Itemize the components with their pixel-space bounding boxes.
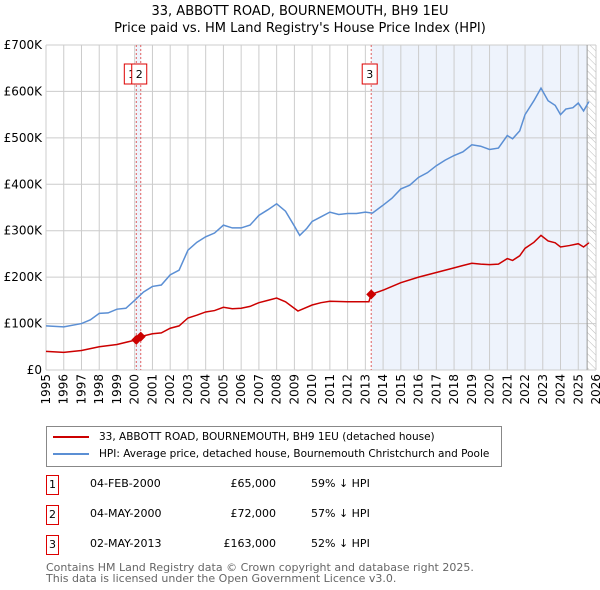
chart-title: 33, ABBOTT ROAD, BOURNEMOUTH, BH9 1EU bbox=[151, 4, 449, 19]
x-tick-label: 1999 bbox=[110, 374, 124, 405]
y-tick-label: £600K bbox=[4, 84, 44, 98]
transaction-date: 04-MAY-2000 bbox=[90, 507, 162, 520]
x-tick-label: 2014 bbox=[376, 374, 390, 405]
transaction-label-box bbox=[131, 63, 148, 85]
x-tick-label: 2001 bbox=[145, 374, 159, 405]
transaction-date: 02-MAY-2013 bbox=[90, 537, 162, 550]
x-tick-label: 2011 bbox=[323, 374, 337, 405]
y-tick-label: £100K bbox=[4, 317, 44, 331]
footer-line: Contains HM Land Registry data © Crown c… bbox=[46, 561, 474, 574]
x-tick-label: 2012 bbox=[341, 374, 355, 405]
transaction-price: £72,000 bbox=[230, 507, 277, 520]
y-tick-label: £700K bbox=[4, 38, 44, 52]
x-tick-label: 2008 bbox=[270, 374, 284, 405]
hatched-region bbox=[587, 45, 596, 370]
transaction-shaded-region bbox=[136, 45, 141, 370]
y-tick-label: £500K bbox=[4, 131, 44, 145]
transaction-label-box bbox=[361, 63, 378, 85]
transaction-hpi-diff: 59% ↓ HPI bbox=[311, 477, 370, 490]
transaction-date: 04-FEB-2000 bbox=[90, 477, 161, 490]
legend-item-hpi: HPI: Average price, detached house, Bour… bbox=[53, 448, 489, 460]
x-tick-label: 2024 bbox=[554, 374, 568, 405]
x-tick-label: 2026 bbox=[589, 374, 600, 405]
transaction-hpi-diff: 52% ↓ HPI bbox=[311, 537, 370, 550]
x-tick-label: 2017 bbox=[429, 374, 443, 405]
footer-line: This data is licensed under the Open Gov… bbox=[46, 572, 397, 585]
x-tick-label: 2021 bbox=[500, 374, 514, 405]
x-tick-label: 2006 bbox=[234, 374, 248, 405]
x-tick-label: 2025 bbox=[571, 374, 585, 405]
legend: 33, ABBOTT ROAD, BOURNEMOUTH, BH9 1EU (d… bbox=[46, 426, 502, 467]
y-tick-label: £300K bbox=[4, 224, 44, 238]
chart-subtitle: Price paid vs. HM Land Registry's House … bbox=[114, 21, 486, 36]
legend-item-property: 33, ABBOTT ROAD, BOURNEMOUTH, BH9 1EU (d… bbox=[53, 431, 435, 443]
x-tick-label: 2023 bbox=[536, 374, 550, 405]
x-tick-label: 1995 bbox=[39, 374, 53, 405]
legend-label: 33, ABBOTT ROAD, BOURNEMOUTH, BH9 1EU (d… bbox=[99, 431, 435, 443]
footer: Contains HM Land Registry data © Crown c… bbox=[46, 562, 474, 584]
x-tick-label: 1997 bbox=[74, 374, 88, 405]
x-tick-label: 2015 bbox=[394, 374, 408, 405]
transaction-label: 3 bbox=[366, 68, 373, 81]
transaction-point bbox=[366, 289, 377, 300]
transaction-price: £65,000 bbox=[230, 477, 277, 490]
legend-swatch-blue bbox=[53, 453, 89, 455]
transaction-marker-box: 1 bbox=[46, 475, 59, 495]
future-shaded-region bbox=[371, 45, 588, 370]
x-tick-label: 2016 bbox=[412, 374, 426, 405]
legend-swatch-red bbox=[53, 436, 89, 438]
x-tick-label: 2019 bbox=[465, 374, 479, 405]
x-tick-label: 2000 bbox=[128, 374, 142, 405]
x-tick-label: 2018 bbox=[447, 374, 461, 405]
x-tick-label: 2007 bbox=[252, 374, 266, 405]
transaction-price: £163,000 bbox=[223, 537, 277, 550]
x-tick-label: 2013 bbox=[358, 374, 372, 405]
hpi-line bbox=[45, 86, 590, 328]
transaction-hpi-diff: 57% ↓ HPI bbox=[311, 507, 370, 520]
x-tick-label: 2002 bbox=[163, 374, 177, 405]
property-price-line bbox=[45, 234, 590, 354]
y-tick-label: £200K bbox=[4, 270, 44, 284]
y-tick-label: £0 bbox=[27, 363, 42, 377]
transaction-marker-box: 2 bbox=[46, 505, 59, 525]
legend-label: HPI: Average price, detached house, Bour… bbox=[99, 448, 490, 460]
x-tick-label: 2022 bbox=[518, 374, 532, 405]
x-tick-label: 1996 bbox=[57, 374, 71, 405]
x-tick-label: 2003 bbox=[181, 374, 195, 405]
x-tick-label: 2020 bbox=[483, 374, 497, 405]
x-tick-label: 2005 bbox=[216, 374, 230, 405]
line-chart: 1995 1996 1997 1998 1999 2000 2001 2002 2003 2004… bbox=[4, 38, 600, 405]
x-tick-label: 1998 bbox=[92, 374, 106, 405]
y-tick-label: £400K bbox=[4, 177, 44, 191]
x-tick-label: 2004 bbox=[199, 374, 213, 405]
x-tick-label: 2010 bbox=[305, 374, 319, 405]
transaction-marker-box: 3 bbox=[46, 535, 59, 555]
transaction-point bbox=[135, 331, 146, 342]
x-tick-label: 2009 bbox=[287, 374, 301, 405]
transaction-label: 2 bbox=[136, 68, 143, 81]
